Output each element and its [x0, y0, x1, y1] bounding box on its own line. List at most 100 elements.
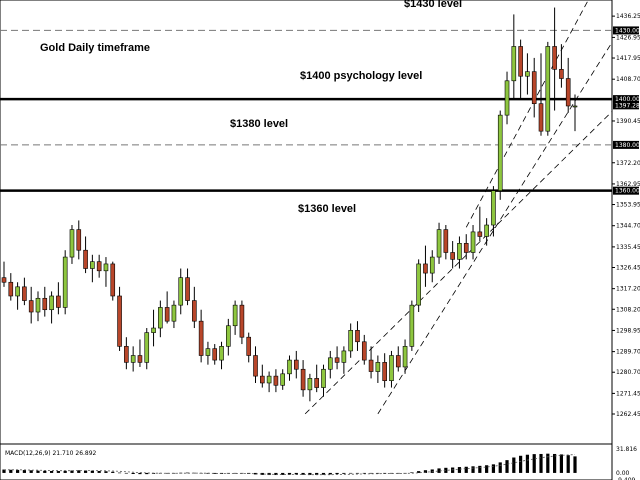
candle-body-bullish	[470, 231, 476, 253]
candle	[260, 364, 265, 388]
candle	[409, 300, 415, 351]
macd-bar	[9, 469, 13, 473]
candle	[416, 259, 421, 313]
candle	[232, 300, 238, 335]
macd-bar	[294, 472, 298, 475]
candle	[96, 254, 102, 278]
candle	[504, 71, 510, 125]
candle-body-bearish	[559, 69, 564, 79]
candle-body-bullish	[416, 263, 421, 306]
candle-body-bullish	[178, 277, 184, 306]
macd-bar	[423, 470, 428, 473]
macd-bar	[70, 470, 74, 473]
candle	[137, 339, 143, 367]
candle-body-bearish	[273, 375, 279, 386]
candle	[552, 7, 557, 111]
macd-bar	[525, 454, 530, 473]
candle-body-bullish	[266, 375, 272, 384]
candle-body-bearish	[450, 252, 455, 260]
macd-bar	[131, 472, 135, 474]
candle-body-bearish	[198, 320, 204, 356]
candle	[327, 350, 333, 379]
price-tick-label: 1271.45	[616, 390, 640, 397]
candle	[341, 346, 347, 374]
candle-body-bearish	[361, 341, 367, 361]
level-annotation: $1430 level	[404, 0, 462, 10]
macd-bar	[498, 462, 502, 473]
candle-body-bullish	[35, 297, 41, 313]
candle-body-bullish	[205, 348, 211, 356]
candle	[355, 321, 360, 351]
candle-body-bearish	[382, 362, 387, 381]
macd-bar	[355, 472, 360, 474]
candle	[49, 291, 54, 324]
candle	[151, 309, 156, 347]
candle	[538, 53, 544, 136]
macd-bar	[172, 472, 176, 474]
trend-line	[377, 42, 613, 415]
candle-body-bearish	[83, 249, 88, 269]
candle	[273, 369, 279, 393]
macd-bar	[111, 471, 115, 473]
candle	[280, 369, 286, 390]
price-tick-label: 1372.20	[616, 160, 640, 167]
macd-bar	[512, 457, 516, 473]
macd-bar	[22, 470, 26, 473]
candle	[300, 360, 306, 397]
candle-body-bearish	[293, 359, 299, 370]
macd-bar	[444, 467, 448, 473]
level-annotations: $1430 level $1400 psychology level $1380 l…	[230, 0, 462, 215]
candle	[212, 344, 218, 365]
candle	[395, 346, 401, 372]
candle-body-bearish	[124, 346, 129, 363]
candle-body-bullish	[504, 80, 510, 116]
macd-bar	[90, 470, 94, 473]
candle-body-bullish	[171, 304, 177, 322]
candle	[463, 234, 469, 260]
macd-tick-label: -9.409	[616, 477, 636, 480]
candle-body-bullish	[545, 46, 551, 132]
candle-body-bullish	[409, 304, 415, 347]
candle-body-bearish	[443, 229, 449, 253]
candle	[423, 245, 428, 287]
macd-bar	[240, 472, 244, 474]
candle-body-bullish	[90, 261, 95, 269]
macd-bar	[2, 469, 6, 473]
macd-bar	[63, 470, 67, 473]
candle	[525, 53, 530, 95]
macd-bar	[532, 454, 536, 473]
candle	[457, 236, 462, 269]
macd-bar	[145, 472, 149, 475]
candle-body-bearish	[395, 355, 401, 368]
candle	[124, 337, 129, 370]
candle	[226, 318, 231, 356]
price-panel-frame	[0, 0, 613, 445]
chart-title: Gold Daily timeframe	[40, 42, 150, 54]
price-tick-label: 1308.20	[616, 306, 640, 313]
candle	[205, 341, 211, 365]
price-axis: 1436.25 1426.95 1417.95 1408.70 1390.45 1372.…	[612, 13, 640, 418]
candle-body-bearish	[42, 297, 48, 311]
price-tick-label: 1326.45	[616, 264, 640, 271]
macd-bar	[376, 472, 380, 474]
candle	[293, 350, 299, 379]
candle	[56, 282, 61, 315]
candle	[83, 236, 88, 274]
candle-body-bullish	[484, 224, 489, 237]
macd-bar	[104, 471, 108, 473]
macd-indicator: 31.816 0.00-9.409	[2, 446, 637, 480]
candle-body-bullish	[151, 327, 156, 333]
candle	[314, 364, 319, 393]
candle	[368, 346, 374, 379]
macd-bar	[410, 472, 414, 473]
level-price-tag-text: 1430.00	[615, 27, 640, 34]
candles	[1, 7, 578, 402]
current-price-tag-text: 1397.28	[615, 102, 640, 109]
candle-body-bullish	[287, 359, 292, 375]
candle-body-bearish	[246, 336, 252, 356]
candle-body-bearish	[355, 330, 360, 343]
level-price-tag	[613, 186, 639, 195]
candle	[348, 323, 353, 358]
macd-bar	[49, 470, 54, 473]
macd-bar	[97, 470, 101, 473]
